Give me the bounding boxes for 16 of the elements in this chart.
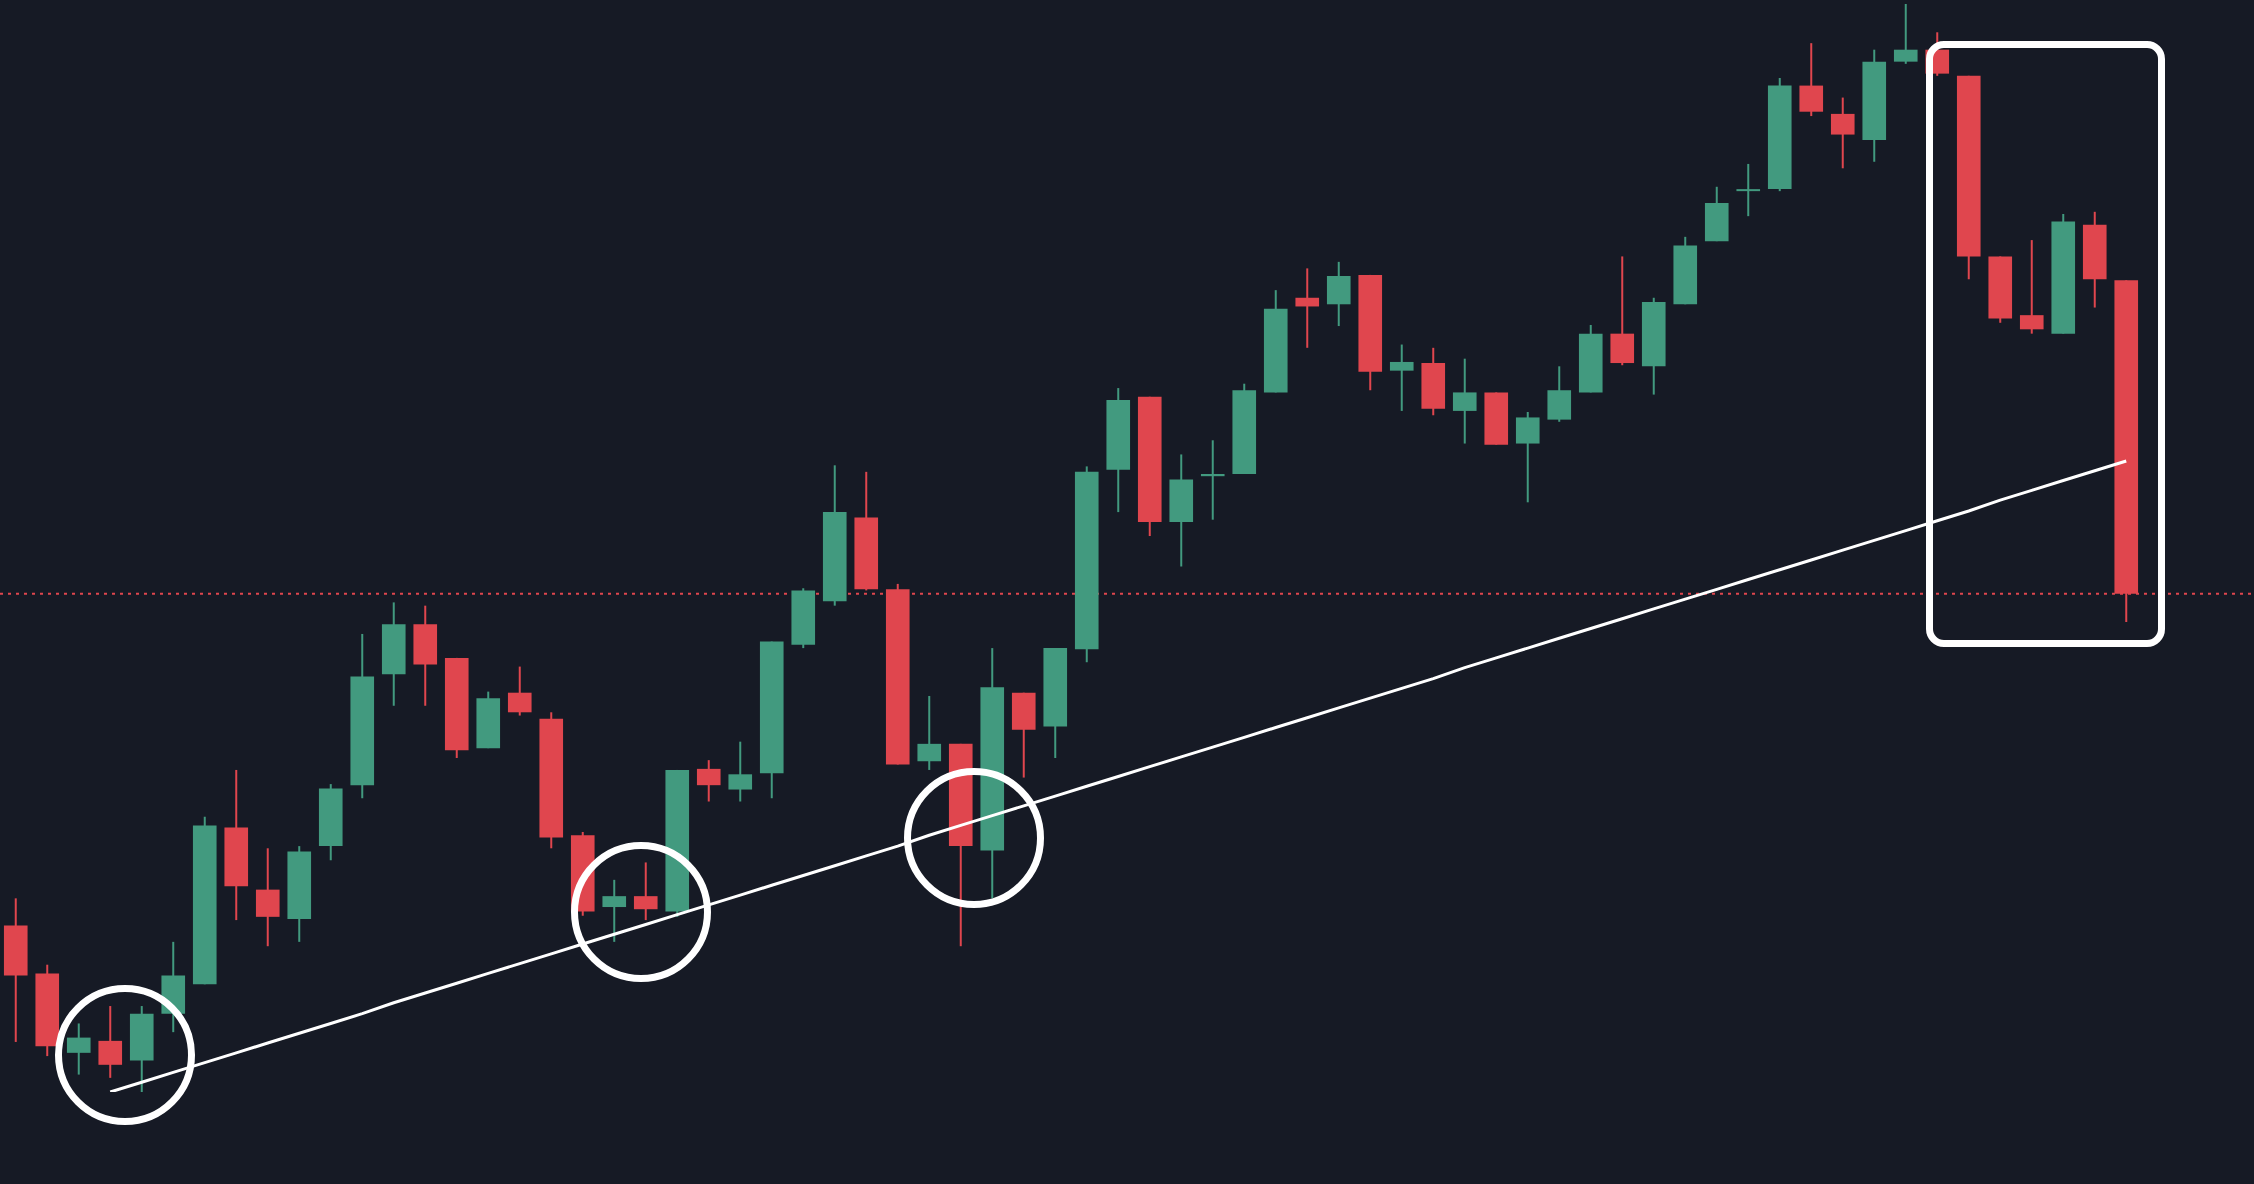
- candlestick: [1200, 439, 1225, 521]
- candlestick: [1452, 357, 1477, 445]
- candlestick: [1830, 96, 1855, 170]
- candlestick: [633, 861, 658, 922]
- candlestick: [507, 665, 532, 717]
- candlestick: [1389, 343, 1414, 412]
- candlestick: [602, 878, 627, 943]
- candlestick: [66, 1022, 91, 1076]
- candlestick: [98, 1005, 123, 1079]
- candlestick: [1893, 3, 1918, 65]
- candlestick: [2019, 239, 2044, 335]
- candlestick: [696, 759, 721, 803]
- candlestick: [1736, 162, 1761, 218]
- candlestick: [917, 694, 942, 771]
- candlestick: [728, 740, 753, 803]
- candlestick: [1295, 267, 1320, 349]
